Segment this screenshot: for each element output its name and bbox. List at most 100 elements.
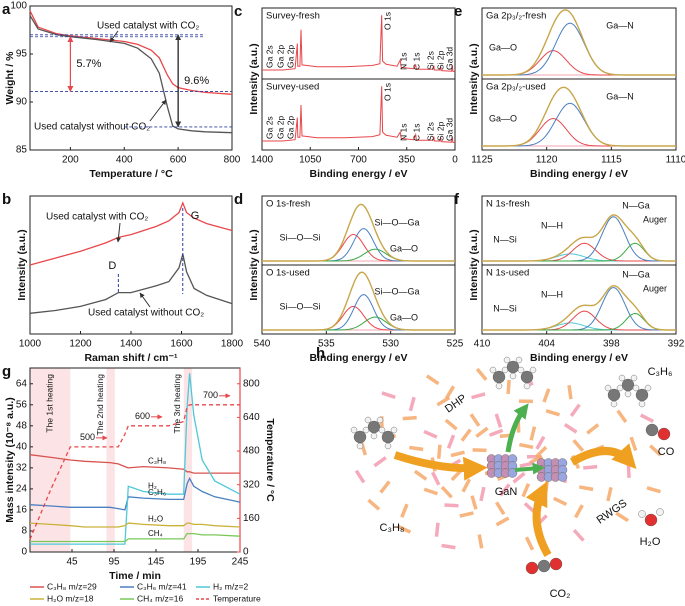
series-label: Used catalyst with CO₂ <box>97 21 199 32</box>
hydrogen-atom <box>364 416 372 424</box>
carbon-atom <box>635 388 649 402</box>
x-tick-label: 600 <box>170 155 187 166</box>
panel-label: g <box>2 363 11 380</box>
setpoint-label: 600 <box>135 411 150 421</box>
component-label: N—Si <box>493 234 517 244</box>
framework-strut <box>569 403 581 417</box>
y2-tick-label: 320 <box>243 479 260 490</box>
framework-strut <box>646 486 661 494</box>
carbon-atom <box>520 370 534 384</box>
component-label: Ga—O <box>489 42 517 52</box>
subplot-title: O 1s-used <box>266 268 310 279</box>
x-axis-title: Binding energy / eV <box>309 168 407 180</box>
series-line <box>29 15 233 134</box>
process-arrow <box>569 443 637 470</box>
x-axis-title: Time / min <box>109 570 161 582</box>
peak-label: N 1s <box>398 124 408 141</box>
envelope <box>262 203 455 262</box>
peak-label: Ga 2p <box>285 45 295 68</box>
framework-strut <box>460 428 472 442</box>
hydrogen-atom <box>618 374 626 382</box>
framework-strut <box>506 379 511 395</box>
framework-strut <box>381 391 396 399</box>
component-peak <box>262 316 455 331</box>
difference-label: 5.7% <box>76 58 101 70</box>
spectrum-line <box>262 15 456 73</box>
x-tick-label: 195 <box>190 557 207 568</box>
framework-strut <box>475 426 489 438</box>
oxygen-atom <box>644 513 658 527</box>
y2-tick-label: 480 <box>243 446 260 457</box>
carbon-atom <box>621 378 635 392</box>
x-tick-label: 530 <box>382 339 399 350</box>
framework-strut <box>472 448 487 453</box>
x-tick-label: 350 <box>398 155 415 166</box>
peak-label: Ga 2s <box>264 116 274 139</box>
series-label: CH₄ <box>148 529 163 538</box>
envelope <box>482 86 676 147</box>
component-label: Auger <box>643 283 667 293</box>
envelope <box>482 9 676 76</box>
component-peak <box>482 310 676 331</box>
framework-strut <box>542 388 551 403</box>
spectrum-line <box>262 86 456 144</box>
panel-label: b <box>2 191 11 208</box>
framework-strut <box>563 423 578 434</box>
series-line <box>30 532 241 543</box>
framework-strut <box>400 503 409 518</box>
diagram-label: GaN <box>495 486 518 498</box>
carbon-atom <box>506 360 520 374</box>
framework-strut <box>459 511 474 518</box>
carbon-atom <box>607 388 621 402</box>
setpoint-label: 500 <box>80 432 95 442</box>
framework-strut <box>616 409 628 424</box>
framework-strut <box>573 504 584 519</box>
framework-strut <box>615 511 629 523</box>
x-axis-title: Raman shift / cm⁻¹ <box>84 352 178 364</box>
component-label: Ga—O <box>489 113 517 123</box>
y-tick-label: 40 <box>16 441 28 452</box>
series-line <box>30 373 241 545</box>
gan-atom <box>507 468 518 478</box>
hydrogen-atom <box>529 366 537 374</box>
x-tick-label: 398 <box>603 339 620 350</box>
x-tick-label: 1200 <box>69 339 92 350</box>
framework-strut <box>430 471 441 486</box>
panel-label: c <box>234 3 242 20</box>
x-tick-label: 392 <box>668 339 685 350</box>
diagram-label: RWGS <box>595 497 630 526</box>
legend-label: H₂O m/z=18 <box>47 593 94 603</box>
y-axis-title: Weight / % <box>4 51 16 105</box>
framework-strut <box>494 501 506 516</box>
subplot-title: O 1s-fresh <box>266 199 310 210</box>
band-label: The 3rd heating <box>172 374 182 434</box>
hydrogen-atom <box>370 432 378 440</box>
peak-label: Ga 2p <box>285 116 295 139</box>
x-tick-label: 245 <box>232 557 249 568</box>
component-peak <box>482 50 676 76</box>
y-tick-label: 95 <box>16 49 28 60</box>
framework-strut <box>479 486 486 502</box>
y-tick-label: 85 <box>16 145 28 156</box>
y-axis-title: Intensity (a.u.) <box>468 229 480 300</box>
framework-strut <box>534 445 548 459</box>
hydrogen-atom <box>644 384 652 392</box>
framework-strut <box>434 522 440 537</box>
series-label: H₂ <box>148 482 157 491</box>
x-axis-title: Binding energy / eV <box>530 352 628 364</box>
peak-label: G <box>191 210 200 222</box>
peak-label: Si 2s <box>425 51 435 70</box>
carbon-atom <box>353 430 367 444</box>
legend-label: C₃H₆ m/z=41 <box>137 581 187 591</box>
label-arrow <box>109 30 119 43</box>
x-tick-label: 410 <box>474 339 491 350</box>
hydrogen-atom <box>515 356 523 364</box>
y-tick-label: 0 <box>21 547 27 558</box>
y-axis-title: Intensity (a.u.) <box>248 43 260 114</box>
peak-label: Ga 3d <box>444 47 454 70</box>
component-label: Ga—N <box>606 91 634 101</box>
hydrogen-atom <box>632 384 640 392</box>
x-tick-label: 0 <box>452 155 458 166</box>
x-tick-label: 1110 <box>666 155 685 166</box>
component-label: N—Ga <box>622 200 650 210</box>
